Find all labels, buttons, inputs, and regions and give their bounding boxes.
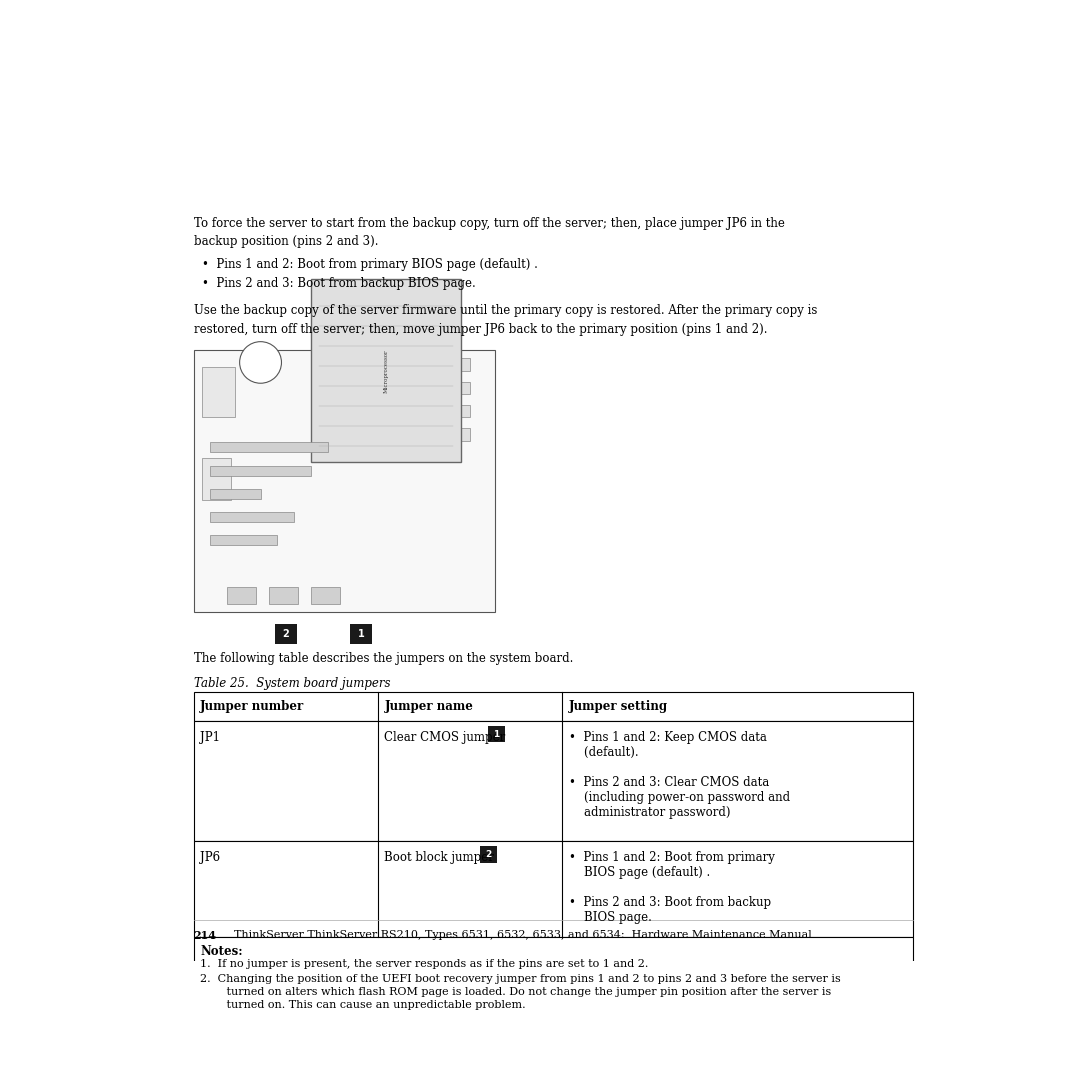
Text: Table 25.  System board jumpers: Table 25. System board jumpers [193, 677, 390, 690]
Text: •  Pins 2 and 3: Clear CMOS data: • Pins 2 and 3: Clear CMOS data [568, 775, 769, 788]
Text: Use the backup copy of the server firmware until the primary copy is restored. A: Use the backup copy of the server firmwa… [193, 305, 816, 318]
Text: BIOS page (default) .: BIOS page (default) . [568, 866, 710, 879]
Bar [269, 586, 298, 604]
Text: JP1: JP1 [200, 731, 220, 744]
Text: •  Pins 2 and 3: Boot from backup: • Pins 2 and 3: Boot from backup [568, 896, 771, 909]
Text: •  Pins 1 and 2: Keep CMOS data: • Pins 1 and 2: Keep CMOS data [568, 731, 767, 744]
Text: 2: 2 [282, 630, 289, 639]
Text: Notes:: Notes: [200, 945, 243, 958]
FancyBboxPatch shape [274, 624, 297, 645]
Bar [193, 841, 914, 937]
Bar [211, 443, 327, 453]
FancyBboxPatch shape [488, 726, 505, 742]
Text: Jumper setting: Jumper setting [568, 700, 667, 713]
Text: 1.  If no jumper is present, the server responds as if the pins are set to 1 and: 1. If no jumper is present, the server r… [200, 959, 649, 969]
Circle shape [240, 341, 282, 383]
Text: •  Pins 1 and 2: Boot from primary BIOS page (default) .: • Pins 1 and 2: Boot from primary BIOS p… [202, 258, 538, 271]
Text: 1: 1 [357, 630, 364, 639]
Text: •  Pins 2 and 3: Boot from backup BIOS page.: • Pins 2 and 3: Boot from backup BIOS pa… [202, 276, 475, 289]
FancyBboxPatch shape [193, 350, 495, 612]
Bar [311, 405, 470, 417]
Bar [311, 280, 461, 462]
Text: turned on alters which flash ROM page is loaded. Do not change the jumper pin po: turned on alters which flash ROM page is… [208, 987, 831, 997]
Bar [311, 381, 470, 394]
Text: (default).: (default). [568, 746, 638, 759]
Text: (including power-on password and: (including power-on password and [568, 791, 789, 804]
FancyBboxPatch shape [350, 624, 372, 645]
Bar [193, 692, 914, 720]
Text: 2.  Changing the position of the UEFI boot recovery jumper from pins 1 and 2 to : 2. Changing the position of the UEFI boo… [200, 974, 841, 984]
Text: Jumper name: Jumper name [384, 700, 473, 713]
Text: Microprocessor: Microprocessor [383, 349, 389, 392]
Text: To force the server to start from the backup copy, turn off the server; then, pl: To force the server to start from the ba… [193, 217, 784, 230]
Bar [193, 720, 914, 841]
Text: 1: 1 [494, 730, 500, 739]
Text: Jumper number: Jumper number [200, 700, 305, 713]
Text: ThinkServer ThinkServer RS210, Types 6531, 6532, 6533, and 6534:  Hardware Maint: ThinkServer ThinkServer RS210, Types 653… [227, 930, 812, 940]
Bar [211, 489, 260, 499]
Bar [311, 428, 470, 441]
Text: The following table describes the jumpers on the system board.: The following table describes the jumper… [193, 652, 573, 665]
Bar [227, 586, 256, 604]
Text: 214: 214 [193, 930, 217, 941]
Text: backup position (pins 2 and 3).: backup position (pins 2 and 3). [193, 235, 378, 248]
Text: JP6: JP6 [200, 851, 220, 864]
FancyBboxPatch shape [480, 847, 497, 863]
Text: BIOS page.: BIOS page. [568, 912, 651, 924]
Bar [193, 937, 914, 1016]
Text: restored, turn off the server; then, move jumper JP6 back to the primary positio: restored, turn off the server; then, mov… [193, 323, 767, 336]
Text: Boot block jumper: Boot block jumper [384, 851, 495, 864]
Text: Clear CMOS jumper: Clear CMOS jumper [384, 731, 505, 744]
Bar [211, 465, 311, 475]
Bar [202, 366, 235, 417]
Text: •  Pins 1 and 2: Boot from primary: • Pins 1 and 2: Boot from primary [568, 851, 774, 864]
Bar [202, 458, 231, 500]
Bar [211, 512, 294, 522]
Bar [211, 536, 278, 545]
Text: 2: 2 [485, 850, 491, 860]
Text: administrator password): administrator password) [568, 806, 730, 819]
Text: turned on. This can cause an unpredictable problem.: turned on. This can cause an unpredictab… [208, 1000, 525, 1010]
Bar [311, 359, 470, 370]
Bar [311, 586, 340, 604]
